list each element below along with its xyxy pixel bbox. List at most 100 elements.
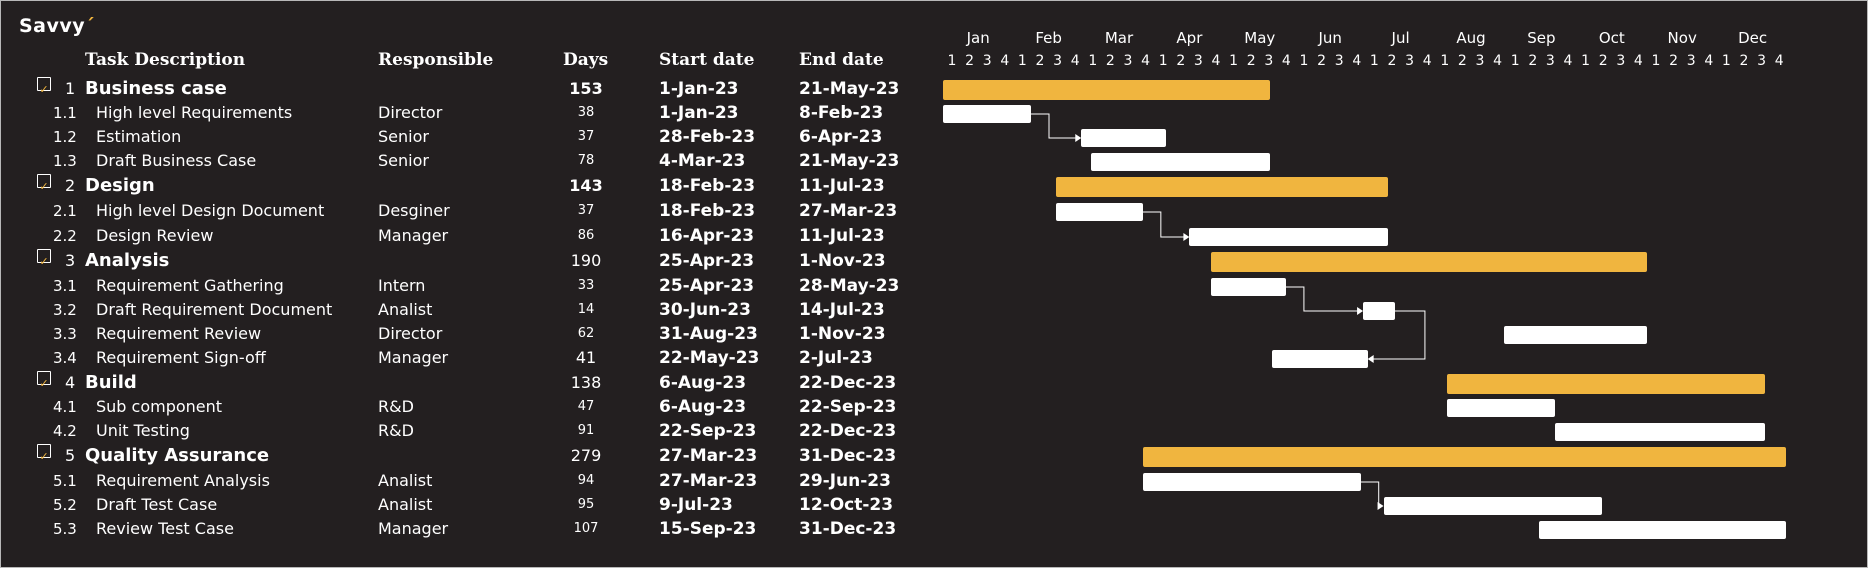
task-number: 1: [65, 79, 76, 98]
month-label-aug: Aug: [1456, 29, 1486, 47]
week-label: 3: [1475, 53, 1485, 69]
task-end-date: 22-Sep-23: [799, 397, 897, 417]
task-row-requirement-gathering[interactable]: 3.1 Requirement Gathering Intern 33 25-Apr-2…: [1, 274, 931, 298]
checkbox-checked-icon[interactable]: ✓: [37, 174, 51, 193]
task-bar-high-level-requirements[interactable]: [943, 105, 1031, 123]
task-row-unit-testing[interactable]: 4.2 Unit Testing R&D 91 22-Sep-23 22-Dec-23: [1, 419, 931, 443]
month-label-nov: Nov: [1667, 29, 1697, 47]
week-label: 1: [1299, 53, 1309, 69]
task-bar-draft-test-case[interactable]: [1383, 497, 1602, 515]
task-bar-requirement-analysis[interactable]: [1142, 473, 1361, 491]
task-name: Sub component: [96, 397, 223, 416]
week-label: 4: [1211, 53, 1221, 69]
task-row-draft-test-case[interactable]: 5.2 Draft Test Case Analist 95 9-Jul-23 12-Oc…: [1, 493, 931, 517]
task-number: 3.1: [53, 277, 77, 295]
header-responsible: Responsible: [378, 50, 494, 70]
task-days: 153: [569, 79, 603, 98]
task-row-review-test-case[interactable]: 5.3 Review Test Case Manager 107 15-Sep-23 31…: [1, 517, 931, 541]
task-responsible: Analist: [378, 471, 433, 490]
task-bar-requirement-review[interactable]: [1503, 326, 1647, 344]
task-end-date: 21-May-23: [799, 79, 900, 99]
task-row-draft-business-case[interactable]: 1.3 Draft Business Case Senior 78 4-Mar-23 21…: [1, 149, 931, 173]
week-label: 2: [1457, 53, 1467, 69]
task-number: 1.1: [53, 104, 77, 122]
summary-bar-design[interactable]: [1056, 177, 1389, 197]
task-name: Review Test Case: [96, 519, 234, 538]
task-group-row-analysis[interactable]: ✓ 3 Analysis 190 25-Apr-23 1-Nov-23: [1, 249, 931, 273]
month-label-jan: Jan: [966, 29, 990, 47]
week-label: 3: [1405, 53, 1415, 69]
task-days: 138: [570, 373, 602, 392]
task-end-date: 28-May-23: [799, 276, 900, 296]
task-row-estimation[interactable]: 1.2 Estimation Senior 37 28-Feb-23 6-Apr-23: [1, 125, 931, 149]
task-row-sub-component[interactable]: 4.1 Sub component R&D 47 6-Aug-23 22-Sep-23: [1, 395, 931, 419]
week-label: 4: [1281, 53, 1291, 69]
task-days: 190: [570, 251, 602, 270]
checkbox-checked-icon[interactable]: ✓: [37, 444, 51, 463]
task-end-date: 31-Dec-23: [799, 519, 897, 539]
task-responsible: Analist: [378, 495, 433, 514]
task-bar-design-review[interactable]: [1189, 228, 1389, 246]
task-end-date: 27-Mar-23: [799, 201, 898, 221]
task-row-high-level-design-document[interactable]: 2.1 High level Design Document Desginer 37 1…: [1, 199, 931, 223]
task-start-date: 16-Apr-23: [659, 226, 755, 246]
week-label: 2: [1317, 53, 1327, 69]
task-group-row-quality-assurance[interactable]: ✓ 5 Quality Assurance 279 27-Mar-23 31-Dec-23: [1, 444, 931, 468]
dependency-arrow: [1285, 286, 1363, 312]
task-responsible: R&D: [378, 421, 414, 440]
task-bar-high-level-design-document[interactable]: [1056, 203, 1143, 221]
task-bar-unit-testing[interactable]: [1555, 423, 1766, 441]
task-start-date: 1-Jan-23: [659, 103, 739, 123]
task-row-design-review[interactable]: 2.2 Design Review Manager 86 16-Apr-23 11-Jul…: [1, 224, 931, 248]
task-days: 62: [577, 326, 595, 341]
month-label-feb: Feb: [1035, 29, 1062, 47]
header-start-date: Start date: [659, 50, 755, 70]
task-bar-requirement-gathering[interactable]: [1210, 278, 1286, 296]
task-bar-draft-requirement-document[interactable]: [1363, 302, 1395, 320]
task-group-row-design[interactable]: ✓ 2 Design 143 18-Feb-23 11-Jul-23: [1, 174, 931, 198]
week-label: 2: [1598, 53, 1608, 69]
checkbox-checked-icon[interactable]: ✓: [37, 371, 51, 390]
task-group-row-business-case[interactable]: ✓ 1 Business case 153 1-Jan-23 21-May-23: [1, 77, 931, 101]
task-start-date: 6-Aug-23: [659, 373, 747, 393]
task-days: 91: [577, 423, 595, 438]
summary-bar-business-case[interactable]: [943, 80, 1271, 100]
task-bar-sub-component[interactable]: [1447, 399, 1556, 417]
summary-bar-build[interactable]: [1447, 374, 1766, 394]
week-label: 2: [1035, 53, 1045, 69]
task-group-row-build[interactable]: ✓ 4 Build 138 6-Aug-23 22-Dec-23: [1, 371, 931, 395]
task-start-date: 1-Jan-23: [659, 79, 739, 99]
task-name: Design Review: [96, 226, 214, 245]
week-label: 4: [1774, 53, 1784, 69]
task-row-requirement-sign-off[interactable]: 3.4 Requirement Sign-off Manager 41 22-May-2…: [1, 346, 931, 370]
task-responsible: Manager: [378, 519, 449, 538]
task-bar-estimation[interactable]: [1081, 129, 1166, 147]
task-days: 279: [570, 446, 602, 465]
week-label: 3: [982, 53, 992, 69]
checkbox-checked-icon[interactable]: ✓: [37, 77, 51, 96]
task-number: 4: [65, 373, 76, 392]
task-days: 14: [577, 302, 595, 317]
summary-bar-quality-assurance[interactable]: [1142, 447, 1786, 467]
task-row-draft-requirement-document[interactable]: 3.2 Draft Requirement Document Analist 14 30…: [1, 298, 931, 322]
task-end-date: 1-Nov-23: [799, 324, 886, 344]
week-label: 1: [1158, 53, 1168, 69]
week-label: 4: [1141, 53, 1151, 69]
month-label-dec: Dec: [1738, 29, 1768, 47]
task-row-high-level-requirements[interactable]: 1.1 High level Requirements Director 38 1-Ja…: [1, 101, 931, 125]
week-label: 1: [947, 53, 957, 69]
task-bar-requirement-sign-off[interactable]: [1272, 350, 1368, 368]
task-start-date: 22-May-23: [659, 348, 760, 368]
task-bar-review-test-case[interactable]: [1539, 521, 1786, 539]
week-label: 1: [1581, 53, 1591, 69]
task-row-requirement-review[interactable]: 3.3 Requirement Review Director 62 31-Aug-23…: [1, 322, 931, 346]
task-bar-draft-business-case[interactable]: [1090, 153, 1271, 171]
summary-bar-analysis[interactable]: [1210, 252, 1647, 272]
checkbox-checked-icon[interactable]: ✓: [37, 249, 51, 268]
task-number: 4.2: [53, 422, 77, 440]
week-label: 3: [1334, 53, 1344, 69]
task-responsible: Senior: [378, 151, 429, 170]
task-start-date: 4-Mar-23: [659, 151, 746, 171]
task-row-requirement-analysis[interactable]: 5.1 Requirement Analysis Analist 94 27-Mar-2…: [1, 469, 931, 493]
task-name: Requirement Gathering: [96, 276, 284, 295]
